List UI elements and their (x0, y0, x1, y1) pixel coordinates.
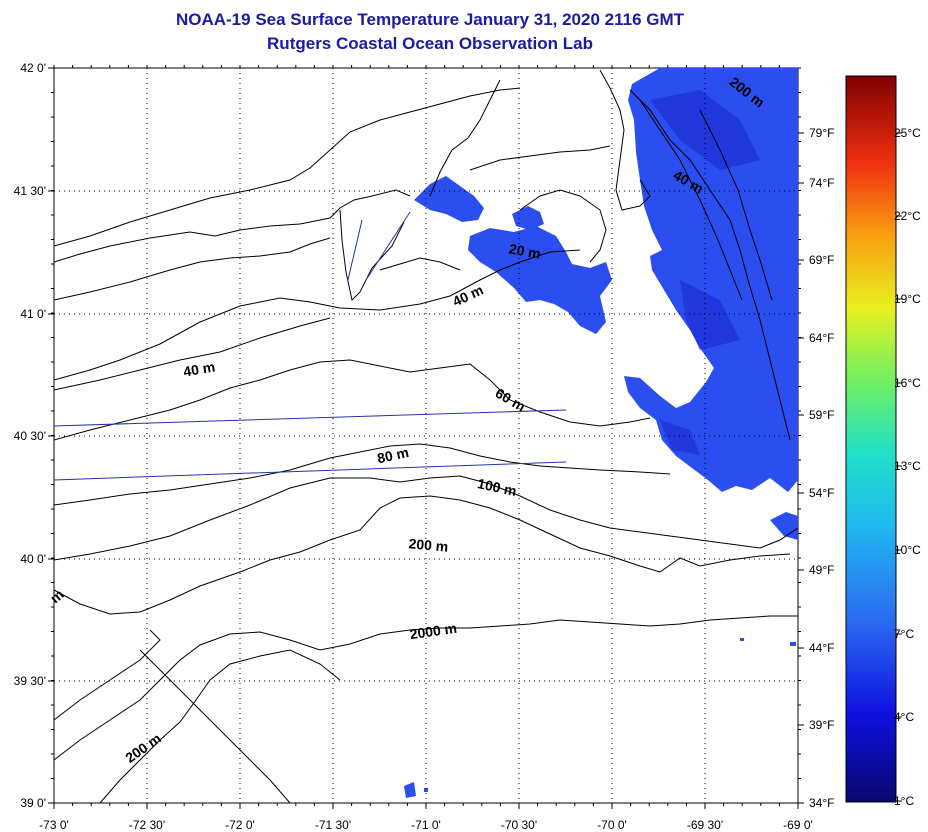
fahrenheit-tick-label: 49°F (809, 563, 834, 577)
fahrenheit-tick-label: 54°F (809, 486, 834, 500)
fahrenheit-axis: 79°F 74°F 69°F 64°F 59°F 54°F 49°F 44°F 39°F 34°F (798, 126, 834, 810)
longitude-tick-label: -73 0' (39, 818, 69, 832)
sst-patch-small-2 (404, 782, 416, 798)
longitude-tick-label: -71 30' (315, 818, 351, 832)
sst-pixel-1 (740, 638, 744, 641)
latitude-tick-label: 39 30' (14, 674, 46, 688)
sst-patch-offshore (624, 68, 798, 492)
fahrenheit-tick-label: 69°F (809, 253, 834, 267)
longitude-axis: -73 0' -72 30' -72 0' -71 30' -71 0' -70 30' -… (39, 65, 813, 832)
map-subtitle: Rutgers Coastal Ocean Observation Lab (267, 34, 593, 53)
fahrenheit-tick-label: 79°F (809, 126, 834, 140)
isobath-2000m (54, 615, 798, 761)
coastline-cape-cod (599, 69, 651, 211)
celsius-tick-label: 4°C (894, 710, 914, 724)
fahrenheit-tick-label: 34°F (809, 796, 834, 810)
latitude-tick-label: 42 0' (20, 61, 46, 75)
celsius-tick-label: 16°C (894, 376, 921, 390)
latitude-tick-label: 40 0' (20, 552, 46, 566)
longitude-tick-label: -69 0' (783, 818, 813, 832)
celsius-tick-label: 10°C (894, 543, 921, 557)
map-title: NOAA-19 Sea Surface Temperature January … (175, 10, 685, 29)
isobath-200m-south (99, 649, 341, 803)
contour-label: 200 m (408, 535, 449, 554)
longitude-tick-label: -72 30' (129, 818, 165, 832)
celsius-axis: 25°C 22°C 19°C 16°C 13°C 10°C 7°C 4°C 1°C (894, 126, 921, 808)
contour-label: 2000 m (409, 620, 458, 642)
sst-patch-south-coast (468, 226, 612, 334)
isobath-100m (54, 475, 798, 561)
celsius-tick-label: 1°C (894, 794, 914, 808)
longitude-tick-label: -72 0' (225, 818, 255, 832)
isobath-20m (54, 87, 611, 247)
longitude-tick-label: -70 0' (597, 818, 627, 832)
latitude-tick-label: 41 30' (14, 184, 46, 198)
fahrenheit-tick-label: 39°F (809, 718, 834, 732)
celsius-tick-label: 25°C (894, 126, 921, 140)
fahrenheit-tick-label: 64°F (809, 331, 834, 345)
ship-tracks (54, 211, 567, 481)
celsius-tick-label: 22°C (894, 209, 921, 223)
latitude-axis: 42 0' 41 30' 41 0' 40 30' 40 0' 39 30' 39 0' (14, 61, 801, 810)
latitude-tick-label: 41 0' (20, 307, 46, 321)
fahrenheit-tick-label: 44°F (809, 641, 834, 655)
celsius-tick-label: 19°C (894, 292, 921, 306)
coastline-and-bathymetry (54, 69, 798, 803)
sst-pixel-3 (424, 788, 428, 792)
fahrenheit-tick-label: 59°F (809, 408, 834, 422)
isobath-80m (54, 443, 671, 506)
contour-label: 20 m (508, 240, 542, 261)
longitude-tick-label: -70 30' (501, 818, 537, 832)
fahrenheit-tick-label: 74°F (809, 176, 834, 190)
celsius-tick-label: 13°C (894, 459, 921, 473)
coastline-ri-ma (339, 79, 607, 302)
colorbar (845, 75, 897, 803)
celsius-tick-label: 7°C (894, 627, 914, 641)
coastline-long-island (54, 189, 411, 301)
sst-dark-shades (650, 90, 760, 455)
latitude-tick-label: 40 30' (14, 429, 46, 443)
longitude-tick-label: -69 30' (687, 818, 723, 832)
latitude-tick-label: 39 0' (20, 796, 46, 810)
isobath-40m (54, 249, 581, 381)
sst-pixel-2 (790, 642, 796, 646)
contour-label: 80 m (376, 444, 411, 466)
graticule (54, 68, 798, 803)
isobath-200m (54, 495, 791, 615)
longitude-tick-label: -71 0' (411, 818, 441, 832)
sst-patch-bay (414, 176, 484, 222)
sst-patch-island (512, 206, 544, 230)
contour-label: 40 m (182, 358, 216, 379)
isobath-60m (54, 359, 651, 441)
